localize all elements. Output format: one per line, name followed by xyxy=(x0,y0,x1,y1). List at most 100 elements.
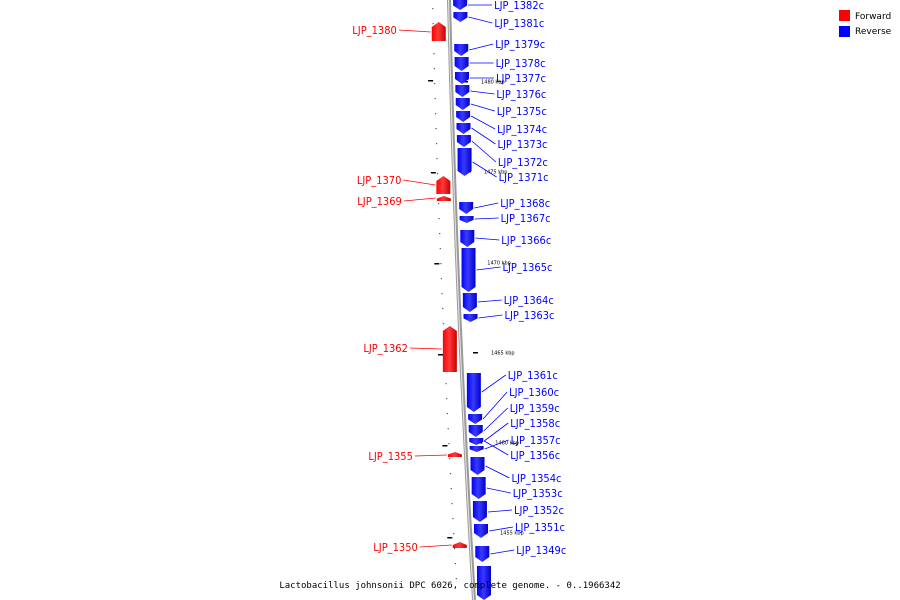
forward-gene xyxy=(436,196,451,201)
reverse-gene-label[interactable]: LJP_1363c xyxy=(505,309,555,322)
reverse-gene-leader xyxy=(478,314,503,319)
reverse-gene-label[interactable]: LJP_1354c xyxy=(512,472,562,485)
ruler-dot xyxy=(442,323,444,325)
forward-gene-leader xyxy=(419,544,452,548)
ruler-dot xyxy=(440,263,442,265)
reverse-gene-label[interactable]: LJP_1361c xyxy=(508,369,558,382)
reverse-gene-label[interactable]: LJP_1365c xyxy=(503,261,553,274)
reverse-gene-label[interactable]: LJP_1374c xyxy=(497,123,547,136)
forward-gene-label[interactable]: LJP_1380 xyxy=(352,24,397,37)
reverse-gene-label[interactable]: LJP_1359c xyxy=(510,402,560,415)
reverse-gene-leader xyxy=(490,549,515,555)
ruler-tick-right xyxy=(473,352,478,354)
forward-gene xyxy=(431,22,446,41)
reverse-gene-label[interactable]: LJP_1382c xyxy=(494,0,544,12)
ruler-dot xyxy=(438,203,440,205)
reverse-gene-leader xyxy=(484,439,509,450)
reverse-gene-leader xyxy=(483,440,509,456)
ruler-dot xyxy=(439,248,441,250)
reverse-gene-leader xyxy=(470,115,496,130)
genome-backbone-highlight xyxy=(448,0,474,600)
reverse-gene-label[interactable]: LJP_1367c xyxy=(501,212,551,225)
reverse-gene xyxy=(471,477,486,499)
reverse-gene-label[interactable]: LJP_1373c xyxy=(498,138,548,151)
reverse-gene xyxy=(468,414,483,424)
forward-gene xyxy=(447,452,462,457)
reverse-gene-leader xyxy=(470,90,495,95)
ruler-tick-label: 1475 kbp xyxy=(484,170,508,176)
forward-gene-label[interactable]: LJP_1350 xyxy=(373,541,418,554)
reverse-gene-label[interactable]: LJP_1357c xyxy=(511,434,561,447)
reverse-gene-label[interactable]: LJP_1356c xyxy=(510,449,560,462)
ruler-tick-left xyxy=(428,80,434,82)
forward-gene-label[interactable]: LJP_1369 xyxy=(357,195,402,208)
reverse-gene xyxy=(475,546,490,562)
reverse-gene xyxy=(469,438,484,445)
reverse-gene-leader xyxy=(471,127,496,145)
ruler-dot xyxy=(432,8,434,10)
forward-gene xyxy=(436,176,451,194)
forward-gene-label[interactable]: LJP_1370 xyxy=(357,174,402,187)
reverse-gene-label[interactable]: LJP_1372c xyxy=(498,156,548,169)
ruler-dot xyxy=(439,233,441,235)
reverse-gene-label[interactable]: LJP_1376c xyxy=(496,88,546,101)
reverse-gene xyxy=(469,446,484,452)
reverse-gene-label[interactable]: LJP_1358c xyxy=(510,417,560,430)
reverse-gene-label[interactable]: LJP_1360c xyxy=(509,386,559,399)
ruler-tick-left xyxy=(430,172,436,174)
reverse-gene-label[interactable]: LJP_1379c xyxy=(495,38,545,51)
reverse-gene-label[interactable]: LJP_1378c xyxy=(496,57,546,70)
reverse-gene xyxy=(453,0,468,10)
ruler-dot xyxy=(446,413,448,415)
ruler-dot xyxy=(442,308,444,310)
reverse-gene-label[interactable]: LJP_1352c xyxy=(514,504,564,517)
forward-gene-label[interactable]: LJP_1355 xyxy=(368,450,413,463)
reverse-gene-label[interactable]: LJP_1381c xyxy=(494,17,544,30)
reverse-gene-leader xyxy=(469,43,494,51)
reverse-gene-label[interactable]: LJP_1364c xyxy=(504,294,554,307)
ruler-dot xyxy=(432,23,434,25)
ruler-dot xyxy=(453,533,455,535)
ruler-dot xyxy=(434,83,436,85)
ruler-tick-left xyxy=(434,263,440,265)
reverse-gene xyxy=(476,566,491,600)
reverse-gene xyxy=(463,314,478,322)
reverse-gene-label[interactable]: LJP_1368c xyxy=(500,197,550,210)
reverse-gene-label[interactable]: LJP_1375c xyxy=(497,105,547,118)
ruler-dot xyxy=(433,68,435,70)
ruler-dot xyxy=(445,383,447,385)
reverse-gene-leader xyxy=(488,526,514,532)
ruler-tick-left xyxy=(442,445,448,447)
legend-forward-label: Forward xyxy=(855,12,891,22)
reverse-gene-label[interactable]: LJP_1353c xyxy=(513,487,563,500)
reverse-gene-label[interactable]: LJP_1349c xyxy=(516,544,566,557)
reverse-gene-leader xyxy=(474,202,499,209)
forward-gene-label[interactable]: LJP_1362 xyxy=(363,342,408,355)
ruler-dot xyxy=(441,293,443,295)
legend-forward-swatch xyxy=(839,10,850,21)
ruler-dot xyxy=(440,278,442,280)
reverse-gene-leader xyxy=(474,217,499,220)
reverse-gene xyxy=(474,524,489,538)
reverse-gene-leader xyxy=(482,391,508,420)
reverse-gene xyxy=(456,123,471,134)
reverse-gene-leader xyxy=(481,374,507,393)
reverse-gene-label[interactable]: LJP_1371c xyxy=(499,171,549,184)
reverse-gene-label[interactable]: LJP_1351c xyxy=(515,521,565,534)
reverse-gene xyxy=(472,501,487,522)
ruler-dot xyxy=(435,113,437,115)
reverse-gene xyxy=(455,98,470,110)
reverse-gene-leader xyxy=(472,161,497,178)
genome-backbone xyxy=(447,0,476,600)
reverse-gene-leader xyxy=(483,422,509,442)
ruler-dot xyxy=(434,98,436,100)
reverse-gene-leader xyxy=(486,487,511,494)
reverse-gene-label[interactable]: LJP_1366c xyxy=(501,234,551,247)
reverse-gene-leader xyxy=(483,407,508,432)
ruler-dot xyxy=(449,458,451,460)
reverse-gene xyxy=(454,57,469,71)
ruler-dot xyxy=(435,128,437,130)
ruler-dot xyxy=(436,158,438,160)
reverse-gene-label[interactable]: LJP_1377c xyxy=(496,72,546,85)
